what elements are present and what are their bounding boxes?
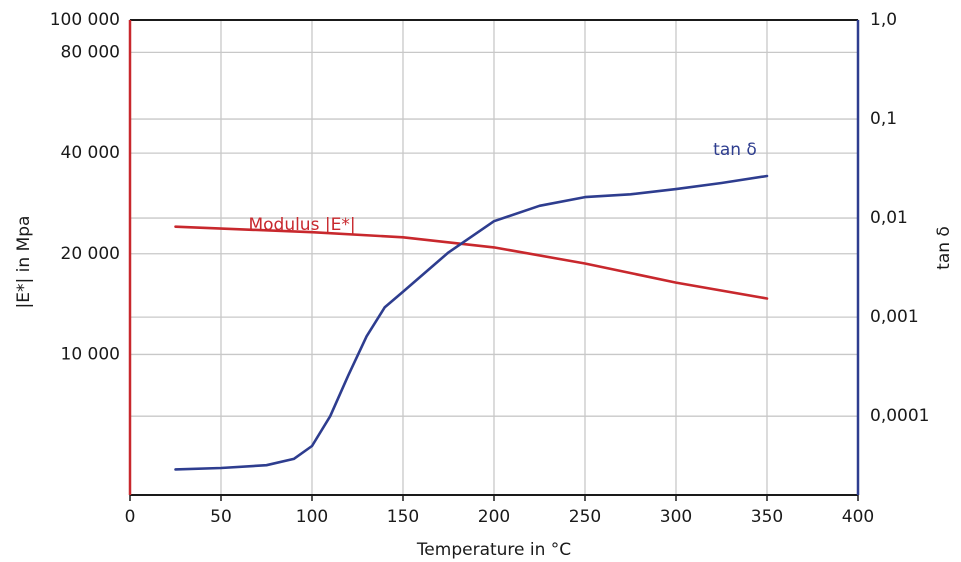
y2-tick-label: 0,1: [870, 109, 897, 129]
x-tick-label: 300: [660, 507, 692, 527]
x-tick-label: 0: [125, 507, 136, 527]
x-axis-title: Temperature in °C: [416, 540, 571, 560]
x-tick-label: 250: [569, 507, 601, 527]
y-tick-label: 40 000: [61, 143, 120, 163]
x-tick-label: 400: [842, 507, 874, 527]
y-tick-label: 20 000: [61, 244, 120, 264]
y2-tick-label: 0,001: [870, 307, 919, 327]
y2-tick-label: 0,01: [870, 208, 908, 228]
y-tick-label: 10 000: [61, 344, 120, 364]
y2-axis-title: tan δ: [934, 226, 954, 270]
x-tick-label: 50: [210, 507, 232, 527]
series-label: Modulus |E*|: [248, 215, 355, 235]
x-tick-label: 100: [296, 507, 328, 527]
y-tick-label: 80 000: [61, 42, 120, 62]
x-tick-label: 150: [387, 507, 419, 527]
x-tick-label: 350: [751, 507, 783, 527]
x-tick-label: 200: [478, 507, 510, 527]
series-label: tan δ: [713, 140, 757, 160]
series-line: [174, 174, 769, 471]
y-tick-label: 100 000: [50, 10, 120, 30]
y2-tick-label: 0,0001: [870, 406, 929, 426]
y-axis-title: |E*| in Mpa: [14, 216, 34, 309]
series-line: [174, 225, 769, 300]
y2-tick-label: 1,0: [870, 10, 897, 30]
